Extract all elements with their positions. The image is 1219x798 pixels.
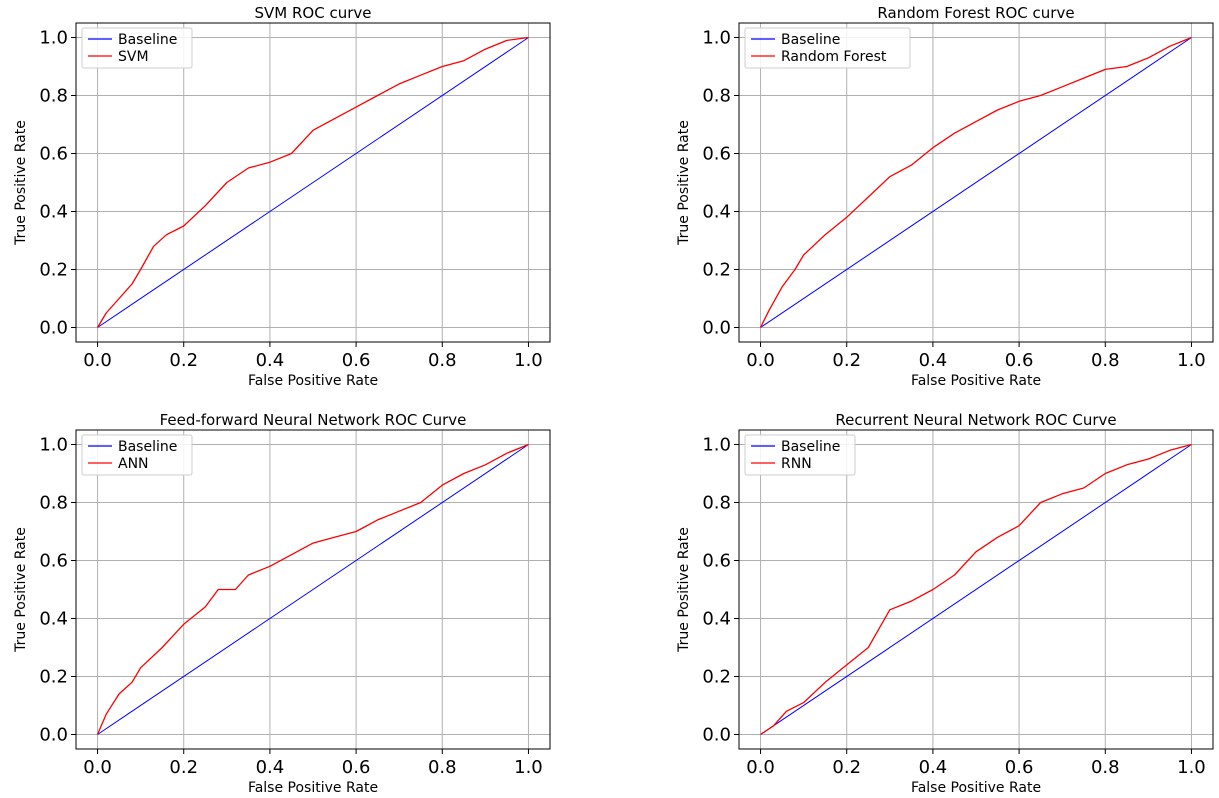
series-line-baseline [97, 444, 529, 735]
x-tick-label: 0.6 [342, 757, 371, 778]
axes-frame [738, 429, 1214, 750]
y-tick-label: 0.6 [702, 551, 731, 572]
roc-panel-1: 0.0 0.2 0.4 0.6 0.8 1.0 0.0 0.2 0.4 0.6 0.8 1.0 SVM … [13, 4, 551, 389]
series-line-baseline [760, 37, 1192, 328]
chart-title: SVM ROC curve [255, 4, 372, 22]
axes-frame [75, 429, 551, 750]
x-tick-label: 0.0 [83, 350, 112, 371]
series-line-rnn [760, 443, 1192, 736]
y-tick-label: 0.2 [702, 667, 731, 688]
x-axis-label: False Positive Rate [248, 373, 378, 389]
x-tick-label: 0.0 [746, 757, 775, 778]
x-tick-label: 0.8 [1091, 350, 1120, 371]
legend-box [744, 434, 856, 476]
series-line-baseline [97, 37, 529, 328]
y-tick-label: 1.0 [39, 435, 68, 456]
y-tick-label: 0.2 [39, 667, 68, 688]
axes-frame [738, 22, 1214, 343]
y-tick-label: 0.6 [702, 144, 731, 165]
axes-frame [75, 22, 551, 343]
x-tick-label: 0.8 [428, 350, 457, 371]
series-line-baseline [760, 444, 1192, 735]
legend-entry: Baseline [781, 32, 840, 48]
chart-title: Recurrent Neural Network ROC Curve [835, 411, 1116, 429]
y-tick-label: 0.8 [702, 493, 731, 514]
series-line-random-forest [759, 36, 1192, 328]
x-tick-label: 0.0 [83, 757, 112, 778]
y-tick-label: 0.0 [39, 318, 68, 339]
legend-box [744, 27, 911, 69]
y-tick-label: 0.2 [39, 260, 68, 281]
y-tick-label: 1.0 [702, 28, 731, 49]
y-tick-label: 1.0 [702, 435, 731, 456]
legend-entry: Random Forest [781, 49, 887, 65]
x-tick-label: 0.4 [256, 350, 285, 371]
y-axis-label: True Positive Rate [13, 527, 29, 653]
x-axis-label: False Positive Rate [248, 780, 378, 796]
y-axis-label: True Positive Rate [676, 120, 692, 246]
y-axis-label: True Positive Rate [13, 120, 29, 246]
x-tick-label: 0.6 [1005, 757, 1034, 778]
y-tick-label: 0.2 [702, 260, 731, 281]
y-axis-label: True Positive Rate [676, 527, 692, 653]
legend-entry: SVM [118, 49, 149, 65]
roc-panel-3: 0.0 0.2 0.4 0.6 0.8 1.0 0.0 0.2 0.4 0.6 0.8 1.0 Feed… [13, 411, 551, 796]
x-tick-label: 0.4 [919, 350, 948, 371]
y-tick-label: 0.0 [39, 725, 68, 746]
legend-entry: RNN [781, 456, 812, 472]
y-tick-label: 0.4 [702, 202, 731, 223]
legend-entry: ANN [118, 456, 149, 472]
x-tick-label: 1.0 [514, 757, 543, 778]
x-tick-label: 0.6 [342, 350, 371, 371]
roc-panel-2: 0.0 0.2 0.4 0.6 0.8 1.0 0.0 0.2 0.4 0.6 0.8 1.0 Rand… [676, 4, 1214, 389]
series-line-svm [96, 36, 529, 328]
y-tick-label: 0.8 [39, 86, 68, 107]
x-tick-label: 1.0 [514, 350, 543, 371]
legend-entry: Baseline [118, 439, 177, 455]
y-tick-label: 0.6 [39, 551, 68, 572]
x-tick-label: 0.2 [169, 350, 198, 371]
x-tick-label: 1.0 [1177, 350, 1206, 371]
y-tick-label: 0.4 [39, 202, 68, 223]
x-tick-label: 0.4 [919, 757, 948, 778]
y-tick-label: 0.4 [702, 609, 731, 630]
x-tick-label: 1.0 [1177, 757, 1206, 778]
legend-box [81, 434, 193, 476]
y-tick-label: 0.6 [39, 144, 68, 165]
y-tick-label: 0.8 [702, 86, 731, 107]
y-tick-label: 0.0 [702, 725, 731, 746]
x-axis-label: False Positive Rate [911, 780, 1041, 796]
x-tick-label: 0.4 [256, 757, 285, 778]
chart-title: Random Forest ROC curve [877, 4, 1074, 22]
x-tick-label: 0.6 [1005, 350, 1034, 371]
y-tick-label: 0.4 [39, 609, 68, 630]
legend-box [81, 27, 193, 69]
y-tick-label: 1.0 [39, 28, 68, 49]
roc-panel-4: 0.0 0.2 0.4 0.6 0.8 1.0 0.0 0.2 0.4 0.6 0.8 1.0 Recu… [676, 411, 1214, 796]
x-tick-label: 0.8 [1091, 757, 1120, 778]
x-tick-label: 0.8 [428, 757, 457, 778]
x-tick-label: 0.0 [746, 350, 775, 371]
x-tick-label: 0.2 [832, 757, 861, 778]
legend-entry: Baseline [118, 32, 177, 48]
y-tick-label: 0.0 [702, 318, 731, 339]
x-tick-label: 0.2 [169, 757, 198, 778]
chart-title: Feed-forward Neural Network ROC Curve [160, 411, 467, 429]
x-tick-label: 0.2 [832, 350, 861, 371]
y-tick-label: 0.8 [39, 493, 68, 514]
x-axis-label: False Positive Rate [911, 373, 1041, 389]
series-line-ann [96, 443, 529, 735]
legend-entry: Baseline [781, 439, 840, 455]
